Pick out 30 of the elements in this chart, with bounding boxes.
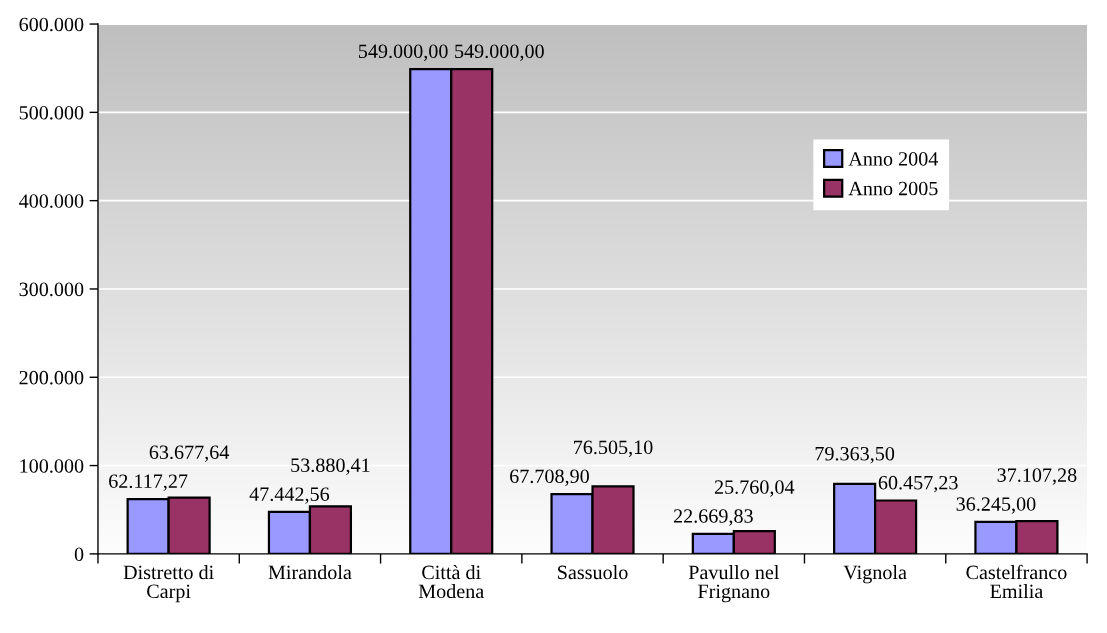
y-tick-label: 100.000 (20, 459, 84, 473)
data-label: 76.505,10 (574, 440, 653, 457)
data-label: 63.677,64 (149, 445, 230, 462)
data-label: 37.107,28 (997, 468, 1077, 485)
data-label: 549.000,00 (358, 44, 448, 61)
data-label: 47.442,56 (249, 487, 330, 504)
legend-label: Anno 2005 (848, 181, 938, 196)
y-tick-label: 600.000 (19, 17, 84, 32)
data-label: 60.457,23 (878, 475, 958, 493)
data-label: 53.880,41 (291, 458, 370, 475)
x-tick-label: Castelfranco Emilia (966, 564, 1067, 599)
x-tick-label: Sassuolo (558, 564, 628, 580)
y-tick-label: 500.000 (19, 105, 84, 120)
y-tick-label: 300.000 (19, 282, 84, 297)
x-tick-label: Vignola (843, 564, 907, 584)
y-tick-label: 400.000 (19, 194, 84, 208)
x-tick-label: Distretto di Carpi (123, 564, 214, 603)
data-label: 549.000,00 (455, 44, 544, 61)
data-label: 22.669,83 (673, 509, 753, 526)
x-tick-label: Città di Modena (418, 564, 484, 599)
x-tick-label: Pavullo nel Frignano (688, 564, 780, 603)
legend-label: Anno 2004 (848, 152, 939, 166)
data-label: 25.760,04 (714, 480, 795, 497)
y-tick-label: 200.000 (19, 370, 84, 385)
data-label: 36.245,00 (956, 497, 1036, 514)
x-tick-label: Mirandola (268, 564, 352, 580)
data-label: 62.117,27 (109, 474, 188, 491)
y-tick-label: 0 (74, 547, 84, 562)
data-label: 79.363,50 (815, 446, 895, 464)
data-label: 67.708,90 (510, 469, 589, 486)
